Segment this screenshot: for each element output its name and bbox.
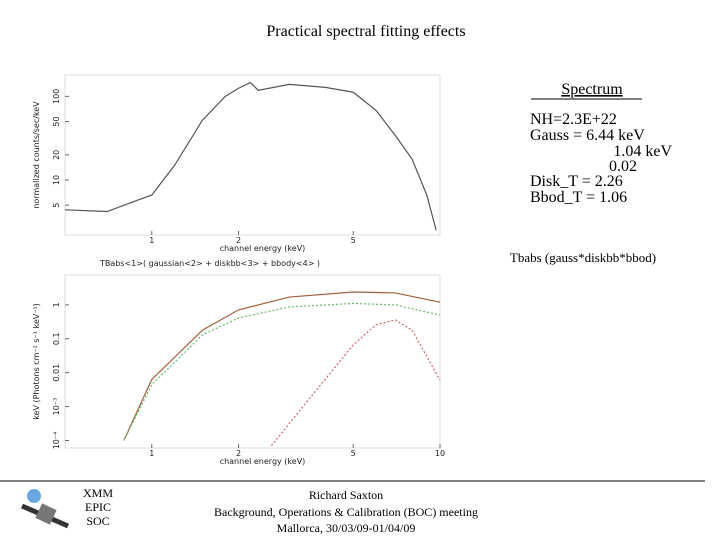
footer-line: Mallorca, 30/03/09-01/04/09: [277, 521, 416, 535]
panel-line: NH=2.3E+22: [530, 111, 617, 128]
y-tick-label: 50: [52, 116, 61, 126]
spectrum-line: [123, 291, 441, 441]
x-axis-label: channel energy (keV): [220, 457, 306, 466]
y-tick-label: 10⁻³: [52, 398, 61, 416]
y-tick-label: 0.01: [52, 364, 61, 382]
y-tick-label: 10: [52, 175, 61, 185]
panel-heading: Spectrum: [561, 81, 623, 98]
y-tick-label: 1: [52, 302, 61, 307]
x-tick-label: 10: [435, 449, 445, 458]
x-tick-label: 5: [351, 236, 356, 245]
panel-line: Disk_T = 2.26: [530, 173, 623, 190]
spectrum-line: [64, 81, 437, 231]
slide-title: Practical spectral fitting effects: [266, 23, 465, 40]
model-text: Tbabs (gauss*diskbb*bbod): [510, 250, 656, 265]
y-axis-label: normalized counts/sec/keV: [32, 101, 41, 209]
y-axis-label: keV (Photons cm⁻² s⁻¹ keV⁻¹): [32, 303, 41, 420]
footer-line: Background, Operations & Calibration (BO…: [214, 505, 478, 519]
logo-text: EPIC: [85, 500, 111, 514]
x-tick-label: 5: [351, 449, 356, 458]
plot-frame: [64, 74, 441, 236]
y-tick-label: 20: [52, 150, 61, 160]
panel-line: Gauss = 6.44 keV: [530, 127, 645, 144]
y-tick-label: 100: [52, 89, 61, 104]
x-tick-label: 2: [236, 449, 241, 458]
x-tick-label: 1: [149, 449, 154, 458]
plot-title: TBabs<1>( gaussian<2> + diskbb<3> + bbod…: [99, 259, 320, 268]
spectrum-line: [270, 319, 441, 447]
spectrum-line: [123, 302, 441, 441]
panel-line: Bbod_T = 1.06: [530, 189, 627, 206]
logo-icon: [21, 489, 69, 529]
footer-line: Richard Saxton: [309, 488, 383, 502]
x-axis-label: channel energy (keV): [220, 244, 306, 253]
x-tick-label: 2: [236, 236, 241, 245]
panel-line: 0.02: [609, 158, 637, 175]
panel-line: 1.04 keV: [613, 143, 672, 160]
y-tick-label: 10⁻⁴: [52, 432, 61, 450]
x-tick-label: 1: [149, 236, 154, 245]
logo-text: SOC: [86, 514, 109, 528]
y-tick-label: 5: [52, 203, 61, 208]
y-tick-label: 0.1: [52, 332, 61, 345]
logo-text: XMM: [83, 486, 113, 500]
plot-frame: [64, 274, 441, 449]
